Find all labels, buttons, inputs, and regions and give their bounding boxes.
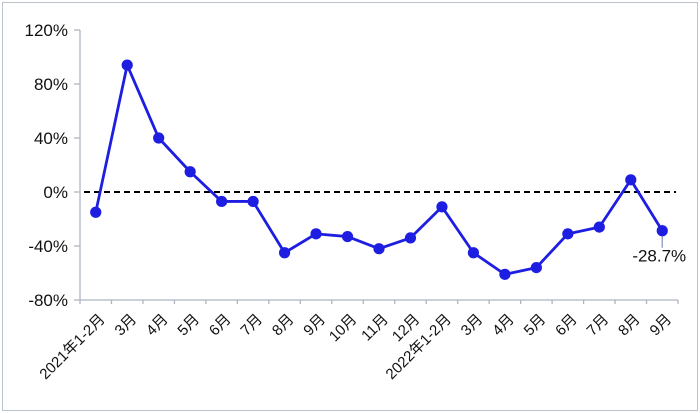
x-axis-label: 9月 <box>300 311 329 340</box>
x-axis-label: 3月 <box>458 311 487 340</box>
x-axis-label: 6月 <box>206 311 235 340</box>
x-axis-label: 4月 <box>143 311 172 340</box>
data-point-marker <box>467 247 480 259</box>
x-axis-label: 9月 <box>647 311 676 340</box>
data-point-marker <box>184 166 196 178</box>
data-point-marker <box>373 243 385 255</box>
data-point-marker <box>593 221 605 233</box>
series-line <box>94 63 664 276</box>
data-point-marker <box>121 59 133 71</box>
last-value-label: -28.7% <box>632 247 686 266</box>
data-point-marker <box>341 230 354 243</box>
data-point-marker <box>216 195 228 208</box>
x-axis-label: 5月 <box>521 311 550 340</box>
x-axis-label: 5月 <box>174 311 203 340</box>
data-point-marker <box>436 201 448 213</box>
x-axis-label: 11月 <box>358 311 392 345</box>
y-axis-tick-label: 40% <box>34 129 68 148</box>
x-axis-label: 2021年1-2月 <box>36 311 108 383</box>
y-axis-tick-label: 80% <box>34 75 68 94</box>
data-point-marker <box>153 132 165 144</box>
y-axis-tick-label: -40% <box>28 237 68 256</box>
y-axis-tick-label: -80% <box>28 291 68 310</box>
data-point-marker <box>247 195 259 208</box>
x-axis-label: 4月 <box>489 311 518 340</box>
y-axis-tick-label: 120% <box>25 21 68 40</box>
data-point-marker <box>90 206 102 218</box>
data-point-marker <box>499 268 511 280</box>
data-point-marker <box>656 225 668 237</box>
data-point-marker <box>404 232 417 244</box>
x-axis-label: 8月 <box>615 311 644 340</box>
x-axis-label: 7月 <box>237 311 266 340</box>
x-axis-label: 7月 <box>584 311 613 340</box>
data-point-marker <box>625 174 637 186</box>
x-axis-label: 8月 <box>269 311 298 340</box>
x-axis-label: 3月 <box>112 311 141 340</box>
data-point-marker <box>562 228 574 240</box>
x-axis-label: 6月 <box>552 311 581 340</box>
y-axis-tick-label: 0% <box>43 183 68 202</box>
data-point-marker <box>310 228 322 240</box>
data-point-marker <box>530 262 542 274</box>
x-axis-label: 10月 <box>326 311 360 345</box>
data-point-marker <box>278 247 291 259</box>
